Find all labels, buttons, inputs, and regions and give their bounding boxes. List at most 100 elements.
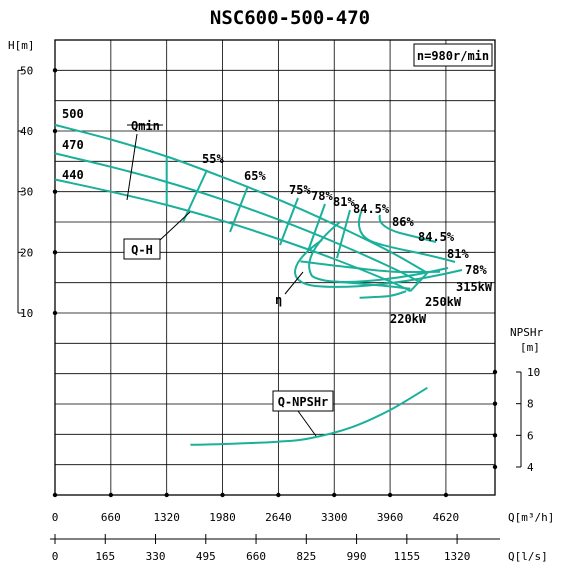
flowls-tick-label-7: 1155: [394, 550, 421, 563]
flow-ls-ticks: 0 165 330 495 660 825 990 1155 1320: [52, 534, 471, 563]
impeller-label-500: 500: [62, 107, 84, 121]
efficiency-iso-lines: [182, 169, 463, 288]
flow-tick-label-4: 2640: [265, 511, 292, 524]
eff-label-65: 65%: [244, 169, 266, 183]
flowls-tick-label-1: 165: [95, 550, 115, 563]
npsh-leader: [297, 410, 317, 437]
qh-leader: [159, 211, 191, 241]
power-label-315: 315kW: [456, 280, 493, 294]
qh-curve-470: [54, 152, 420, 283]
flow-tick-dot-1: [108, 492, 114, 498]
eff-label-86: 86%: [392, 215, 414, 229]
head-tick-dot-2: [52, 189, 58, 194]
power-curve-315kW: [300, 260, 441, 274]
eff-label-84-5-right: 84.5%: [418, 230, 455, 244]
npshr-tick-label-1: 6: [527, 429, 534, 442]
flow-tick-dot-3: [220, 492, 225, 498]
speed-label: n=980r/min: [417, 49, 489, 63]
flow-tick-dot-6: [387, 492, 393, 498]
eff-line-81: [336, 209, 351, 259]
eff-line-65: [229, 185, 249, 233]
qh-label: Q-H: [131, 243, 153, 257]
flowls-tick-label-8: 1320: [444, 550, 471, 563]
qh-end-connector: [409, 272, 429, 292]
flowls-tick-label-6: 990: [347, 550, 367, 563]
flow-tick-dot-4: [276, 492, 281, 498]
power-label-220: 220kW: [390, 312, 427, 326]
npshr-curve: [190, 386, 428, 446]
flow-tick-dot-5: [332, 492, 337, 498]
head-tick-label-2: 30: [20, 186, 33, 199]
speed-box: [413, 43, 493, 67]
npsh-label: Q-NPSHr: [278, 395, 329, 409]
flowls-tick-label-3: 495: [196, 550, 216, 563]
eff-label-78: 78%: [311, 189, 333, 203]
qmin-leader: [126, 133, 138, 201]
head-tick-label-4: 50: [20, 64, 33, 77]
npshr-tick-label-2: 8: [527, 398, 534, 411]
flow-tick-label-6: 3960: [377, 511, 404, 524]
flow-tick-dot-2: [164, 492, 169, 498]
flow-tick-dot-0: [52, 492, 58, 498]
eff-label-84-5-left: 84.5%: [353, 202, 390, 216]
head-tick-dot-0: [52, 310, 58, 316]
head-ticks: 10 20 30 40 50: [18, 64, 58, 320]
flowls-tick-label-5: 825: [296, 550, 316, 563]
flowls-tick-label-2: 330: [146, 550, 166, 563]
flow-m3h-ticks: 0 660 1320 1980 2640 3300 3960 4620: [52, 492, 460, 524]
flow-tick-label-7: 4620: [433, 511, 460, 524]
impeller-label-470: 470: [62, 138, 84, 152]
flow-tick-label-3: 1980: [209, 511, 236, 524]
power-curve-220kW: [359, 290, 407, 299]
eff-label-78-right: 78%: [465, 263, 487, 277]
flow-tick-label-0: 0: [52, 511, 59, 524]
chart-title: NSC600-500-470: [210, 7, 370, 29]
npshr-tick-dot-0: [492, 464, 498, 470]
power-label-250: 250kW: [425, 295, 462, 309]
head-tick-label-1: 20: [20, 246, 33, 259]
npshr-tick-label-3: 10: [527, 366, 540, 379]
eff-contour-84: [358, 209, 456, 263]
eff-label-75: 75%: [289, 183, 311, 197]
eta-leader: [284, 271, 304, 295]
npshr-tick-dot-1: [492, 433, 498, 438]
eff-line-75: [279, 197, 299, 246]
eff-label-55: 55%: [202, 152, 224, 166]
eff-line-78: [307, 203, 326, 252]
npshr-axis-unit: [m]: [520, 341, 540, 354]
qmin-label: Qmin: [131, 119, 160, 133]
head-tick-dot-1: [52, 250, 58, 255]
eff-line-55: [182, 169, 208, 223]
impeller-label-440: 440: [62, 168, 84, 182]
eff-label-81-right: 81%: [447, 247, 469, 261]
eff-label-81: 81%: [333, 195, 355, 209]
flow-m3h-axis-label: Q[m³/h]: [508, 511, 554, 524]
flow-tick-dot-7: [443, 492, 449, 498]
power-curve-250kW: [334, 280, 411, 290]
flow-ls-axis-label: Q[l/s]: [508, 550, 548, 563]
qh-label-box: [123, 238, 161, 260]
flowls-tick-label-0: 0: [52, 550, 59, 563]
head-tick-dot-4: [52, 68, 58, 73]
plot-frame: [54, 39, 496, 496]
power-curves: [300, 260, 441, 299]
flowls-tick-label-4: 660: [246, 550, 266, 563]
head-axis-label: H[m]: [8, 39, 35, 52]
flow-tick-label-2: 1320: [153, 511, 180, 524]
flow-tick-label-1: 660: [101, 511, 121, 524]
eta-label: η: [275, 293, 282, 307]
qh-curve-500: [54, 123, 428, 274]
npshr-curve-line: [190, 386, 428, 446]
npshr-tick-label-0: 4: [527, 461, 534, 474]
npshr-tick-dot-2: [492, 401, 498, 406]
head-tick-label-3: 40: [20, 125, 33, 138]
npsh-label-box: [272, 390, 334, 412]
head-tick-label-0: 10: [20, 307, 33, 320]
head-tick-dot-3: [52, 128, 58, 134]
eff-contour-86: [378, 214, 437, 243]
npshr-ticks: 4 6 8 10: [492, 366, 540, 474]
eff-contour-78: [294, 239, 463, 288]
npshr-axis-title: NPSHr: [510, 326, 543, 339]
